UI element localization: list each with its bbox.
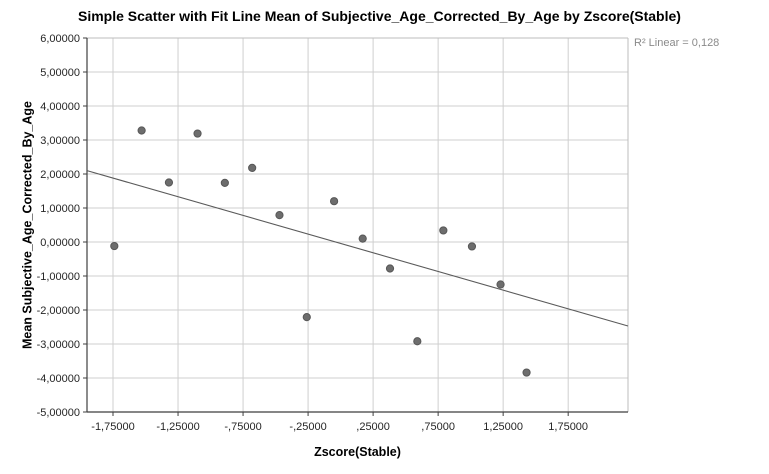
data-point [220, 178, 229, 187]
x-tick-label: 1,25000 [483, 421, 523, 433]
data-point [302, 313, 311, 322]
data-point [413, 337, 422, 346]
data-point [385, 264, 395, 273]
r2-linear-annotation: R² Linear = 0,128 [634, 37, 720, 49]
x-tick-label: ,75000 [421, 421, 455, 433]
data-point [110, 241, 119, 251]
data-point [467, 242, 477, 251]
data-point [358, 234, 367, 243]
data-point [496, 280, 505, 289]
data-point [248, 163, 257, 172]
data-point [522, 368, 531, 377]
y-tick-label: -3,00000 [37, 339, 80, 351]
y-tick-label: 1,00000 [40, 203, 80, 215]
y-tick-label: 4,00000 [40, 101, 80, 113]
x-tick-label: 1,75000 [548, 421, 588, 433]
y-tick-label: 0,00000 [40, 237, 80, 249]
data-point [275, 211, 284, 220]
y-tick-label: 6,00000 [40, 33, 80, 45]
y-tick-label: -5,00000 [37, 407, 80, 419]
y-tick-label: -1,00000 [37, 271, 80, 283]
data-point [439, 226, 448, 235]
x-axis-title: Zscore(Stable) [314, 445, 401, 459]
data-point [164, 178, 174, 187]
x-tick-label: ,25000 [356, 421, 390, 433]
x-tick-label: -,75000 [224, 421, 261, 433]
y-tick-label: 5,00000 [40, 67, 80, 79]
y-tick-label: 2,00000 [40, 169, 80, 181]
x-tick-label: -1,75000 [91, 421, 134, 433]
y-tick-label: -2,00000 [37, 305, 80, 317]
y-tick-label: 3,00000 [40, 135, 80, 147]
y-tick-label: -4,00000 [37, 373, 80, 385]
data-point [193, 129, 202, 138]
data-point [329, 197, 339, 206]
x-tick-label: -1,25000 [156, 421, 199, 433]
fit-line [86, 170, 629, 327]
data-point [137, 126, 146, 135]
x-tick-label: -,25000 [289, 421, 326, 433]
chart-title: Simple Scatter with Fit Line Mean of Sub… [78, 8, 681, 24]
